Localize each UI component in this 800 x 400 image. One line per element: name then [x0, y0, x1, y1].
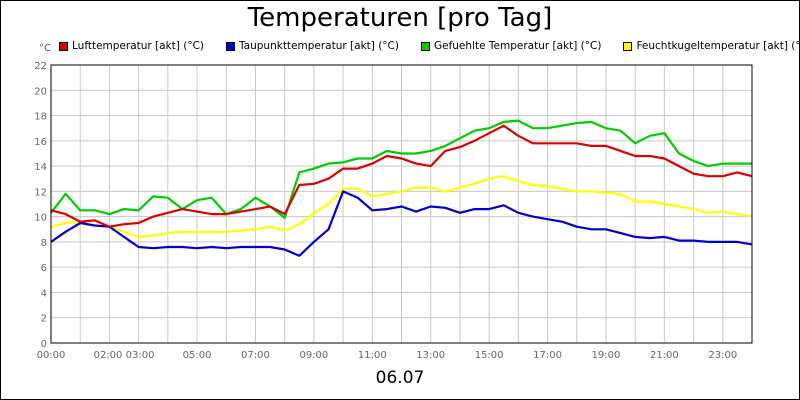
legend-label-lufttemperatur: Lufttemperatur [akt] (°C) — [72, 40, 204, 52]
legend-swatch-gefuehlte-temperatur — [420, 41, 430, 51]
series-lines — [50, 119, 753, 257]
legend-swatch-lufttemperatur — [59, 41, 68, 51]
legend-item-taupunkttemperatur: Taupunkttemperatur [akt] (°C) — [226, 39, 399, 53]
legend-item-gefuehlte-temperatur: Gefuehlte Temperatur [akt] (°C) — [420, 39, 602, 53]
series-line-feuchtkugeltemperatur — [50, 175, 753, 238]
x-tick-label: 17:00 — [533, 350, 562, 361]
x-tick-label: 00:00 — [37, 350, 66, 361]
x-tick-label: 13:00 — [416, 350, 445, 361]
series-line-gefuehlte-temperatur — [50, 119, 752, 219]
y-tick-label: 0 — [41, 339, 47, 350]
y-tick-label: 22 — [34, 61, 47, 72]
chart-legend: Lufttemperatur [akt] (°C) Taupunkttemper… — [59, 39, 800, 53]
x-tick-labels: 00:00 02:00 03:00 05:00 07:00 09:00 11:00 13:00… — [37, 350, 738, 361]
x-tick-label: 02:00 — [94, 350, 123, 361]
x-tick-label: 03:00 — [126, 350, 155, 361]
legend-swatch-feuchtkugeltemperatur — [623, 41, 633, 51]
y-tick-label: 10 — [34, 213, 47, 224]
x-tick-label: 15:00 — [475, 350, 504, 361]
y-tick-label: 18 — [34, 112, 47, 123]
chart-title: Temperaturen [pro Tag] — [247, 3, 553, 33]
legend-label-gefuehlte-temperatur: Gefuehlte Temperatur [akt] (°C) — [433, 40, 602, 52]
plot-border — [50, 64, 753, 344]
x-tick-label: 11:00 — [358, 350, 387, 361]
legend-item-lufttemperatur: Lufttemperatur [akt] (°C) — [59, 39, 204, 53]
plot-area: 0 2 4 6 8 10 12 14 16 18 20 22 00:00 02:00 03:00 05:00… — [34, 61, 753, 361]
x-tick-label: 19:00 — [592, 350, 621, 361]
x-axis-title: 06.07 — [375, 368, 425, 388]
y-tick-label: 2 — [41, 314, 47, 325]
series-line-lufttemperatur — [50, 124, 753, 228]
grid-lines — [50, 64, 753, 344]
y-axis-unit: °C — [39, 43, 51, 54]
y-tick-label: 6 — [41, 263, 47, 274]
x-tick-label: 23:00 — [708, 350, 737, 361]
y-tick-label: 12 — [34, 187, 47, 198]
series-line-taupunkttemperatur — [50, 190, 753, 257]
x-tick-label: 09:00 — [299, 350, 328, 361]
legend-label-feuchtkugeltemperatur: Feuchtkugeltemperatur [akt] (°C) — [636, 40, 800, 52]
legend-item-feuchtkugeltemperatur: Feuchtkugeltemperatur [akt] (°C) — [623, 39, 800, 53]
legend-label-taupunkttemperatur: Taupunkttemperatur [akt] (°C) — [239, 40, 399, 52]
x-tick-label: 07:00 — [241, 350, 270, 361]
y-tick-label: 4 — [41, 288, 47, 299]
legend-swatch-taupunkttemperatur — [226, 41, 235, 51]
y-tick-label: 14 — [34, 162, 47, 173]
x-tick-label: 21:00 — [650, 350, 679, 361]
x-tick-label: 05:00 — [183, 350, 212, 361]
y-tick-label: 20 — [34, 86, 47, 97]
y-tick-labels: 0 2 4 6 8 10 12 14 16 18 20 22 — [34, 61, 47, 350]
y-tick-label: 8 — [41, 238, 47, 249]
y-tick-label: 16 — [34, 137, 47, 148]
